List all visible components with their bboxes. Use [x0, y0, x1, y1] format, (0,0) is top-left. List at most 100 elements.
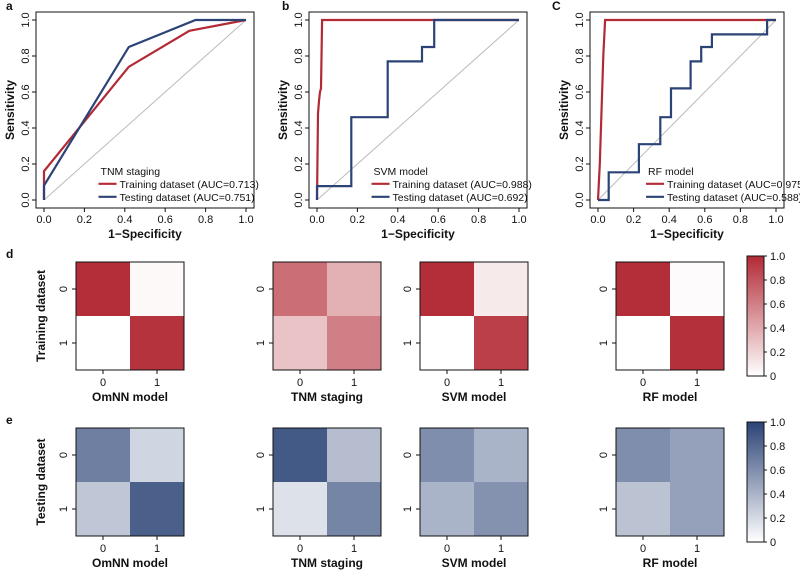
x-axis-title: 1−Specificity: [381, 227, 455, 241]
roc-curve-training: [315, 18, 519, 201]
y-tick-label: 1.0: [20, 12, 32, 27]
plot-frame: [308, 11, 528, 209]
roc-curve-testing: [315, 18, 519, 200]
x-tick-label: 0.8: [471, 214, 486, 226]
y-tick-label: 1: [58, 506, 70, 512]
y-tick-label: 0.4: [20, 120, 32, 135]
heatmap-frame: [75, 427, 185, 537]
matrix-title: SVM model: [442, 556, 507, 570]
heatmap-cell: [420, 482, 474, 536]
colorbar-tick-label: 0: [770, 371, 776, 383]
x-tick-label: 0.4: [662, 214, 677, 226]
y-tick-label: 0.6: [293, 84, 305, 99]
x-tick-label: 0: [640, 543, 646, 555]
x-tick-label: 0: [297, 377, 303, 389]
legend-entry: Testing dataset (AUC=0.588): [667, 192, 800, 204]
heatmap-cell: [474, 428, 528, 482]
matrix-title: RF model: [643, 556, 698, 570]
heatmap-cell: [616, 316, 670, 370]
heatmap-frame: [419, 427, 529, 537]
x-tick-label: 0.8: [198, 214, 213, 226]
x-tick-label: 0.0: [590, 214, 605, 226]
x-tick-label: 0.8: [733, 214, 748, 226]
heatmap-cell: [76, 262, 130, 316]
heatmap-frame: [75, 261, 185, 371]
y-tick-label: 0.0: [574, 192, 586, 207]
colorbar-tick-label: 0.4: [770, 323, 785, 335]
y-axis-title: Sensitivity: [276, 80, 290, 140]
plot-frame: [589, 11, 785, 209]
x-tick-label: 1: [694, 377, 700, 389]
colorbar-tick-label: 1.0: [770, 417, 785, 429]
legend-entry: Training dataset (AUC=0.713): [120, 179, 259, 191]
y-tick-label: 1: [58, 340, 70, 346]
y-tick-label: 1.0: [574, 12, 586, 27]
x-tick-label: 1: [351, 377, 357, 389]
heatmap-cell: [76, 316, 130, 370]
x-tick-label: 1: [154, 543, 160, 555]
x-tick-label: 0.0: [309, 214, 324, 226]
panel-letter: a: [6, 0, 13, 13]
heatmap-cell: [76, 428, 130, 482]
y-tick-label: 0.4: [574, 120, 586, 135]
legend-title: SVM model: [374, 166, 428, 178]
x-tick-label: 0.4: [117, 214, 132, 226]
x-tick-label: 0: [444, 543, 450, 555]
x-axis-title: 1−Specificity: [650, 227, 724, 241]
heatmap-cell: [616, 482, 670, 536]
colorbar-tick-label: 0.2: [770, 347, 785, 359]
colorbar-tick-label: 0.4: [770, 489, 785, 501]
roc-curve-testing: [598, 18, 776, 202]
x-tick-label: 1.0: [238, 214, 253, 226]
roc-panel-b: b 0.0 0.2 0.4 0.6 0.8 1.0 0.0 0.2 0.4 0.6 0.8 1.0 1−S…: [276, 0, 532, 241]
heatmap-cell: [327, 482, 381, 536]
x-tick-label: 0: [100, 543, 106, 555]
heatmap-frame: [615, 427, 725, 537]
x-tick-label: 1: [498, 543, 504, 555]
heatmap-cell: [327, 262, 381, 316]
y-tick-label: 0: [255, 286, 267, 292]
roc-panel-a: a 0.0 0.2 0.4 0.6 0.8 1.0 0.0 0.2 0.4 0.6 0.8 1.0 1−S…: [3, 0, 259, 241]
colorbar-tick-label: 0.6: [770, 299, 785, 311]
x-tick-label: 0.6: [697, 214, 712, 226]
colorbar: [746, 255, 765, 377]
roc-panel-c: C 0.0 0.2 0.4 0.6 0.8 1.0 0.0 0.2 0.4 0.6 0.8 1.0 1−S…: [552, 0, 800, 241]
panel-letter: e: [6, 413, 13, 427]
y-axis-title: Sensitivity: [3, 80, 17, 140]
x-tick-label: 0: [100, 377, 106, 389]
heatmap-frame: [615, 261, 725, 371]
y-tick-label: 0: [58, 286, 70, 292]
y-tick-label: 0.6: [574, 84, 586, 99]
colorbar-tick-label: 0.8: [770, 275, 785, 287]
heatmap-cell: [273, 316, 327, 370]
legend-entry: Training dataset (AUC=0.988): [393, 179, 532, 191]
heatmap-cell: [474, 316, 528, 370]
row-label: Testing dataset: [34, 438, 48, 525]
heatmap-cell: [616, 262, 670, 316]
heatmap-cell: [273, 428, 327, 482]
x-tick-label: 0.6: [431, 214, 446, 226]
heatmap-cell: [327, 428, 381, 482]
x-tick-label: 0.2: [77, 214, 92, 226]
heatmap-cell: [420, 316, 474, 370]
y-tick-label: 1.0: [293, 12, 305, 27]
colorbar: [746, 421, 765, 543]
x-tick-label: 0.6: [158, 214, 173, 226]
y-tick-label: 0.6: [20, 84, 32, 99]
colorbar-tick-label: 0: [770, 537, 776, 549]
y-tick-label: 0: [402, 452, 414, 458]
heatmap-cell: [130, 482, 184, 536]
heatmap-cell: [616, 428, 670, 482]
y-tick-label: 1: [402, 506, 414, 512]
y-tick-label: 0.0: [293, 192, 305, 207]
x-tick-label: 0.0: [36, 214, 51, 226]
x-tick-label: 1.0: [511, 214, 526, 226]
y-tick-label: 0: [58, 452, 70, 458]
